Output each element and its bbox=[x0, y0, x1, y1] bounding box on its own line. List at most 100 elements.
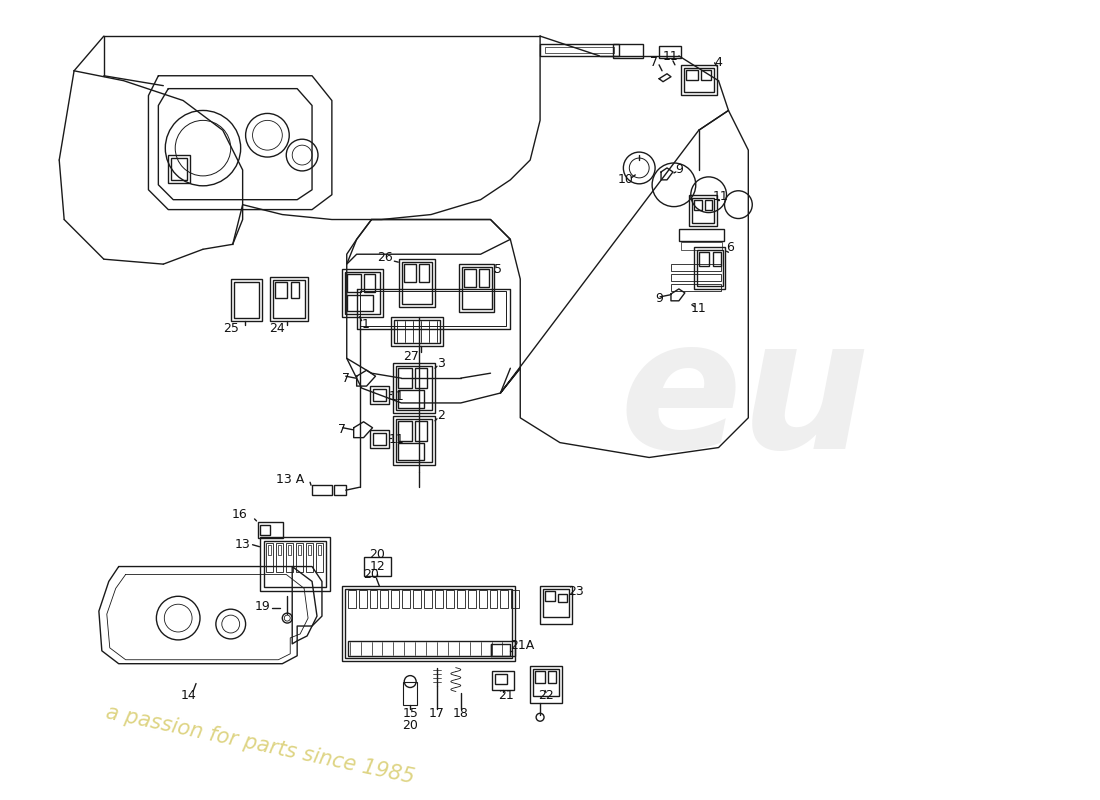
Bar bbox=[373, 389, 386, 401]
Bar bbox=[512, 590, 519, 608]
Bar bbox=[396, 419, 432, 462]
Bar bbox=[694, 247, 726, 289]
Bar bbox=[684, 68, 714, 92]
Bar bbox=[398, 390, 425, 408]
Bar bbox=[478, 590, 486, 608]
Text: 17: 17 bbox=[429, 706, 444, 720]
Bar bbox=[394, 416, 435, 466]
Bar bbox=[342, 269, 384, 317]
Text: 19: 19 bbox=[254, 600, 271, 613]
Bar bbox=[264, 541, 326, 587]
Text: 11: 11 bbox=[713, 190, 728, 203]
Bar bbox=[370, 386, 389, 404]
Bar bbox=[271, 277, 308, 321]
Bar bbox=[370, 590, 377, 608]
Bar bbox=[681, 65, 716, 94]
Text: 11: 11 bbox=[663, 50, 679, 63]
Bar bbox=[535, 670, 544, 682]
Bar bbox=[671, 264, 720, 271]
Text: 11: 11 bbox=[388, 390, 404, 402]
Text: 3: 3 bbox=[437, 357, 444, 370]
Bar bbox=[544, 591, 556, 602]
Bar bbox=[689, 194, 716, 226]
Text: 27: 27 bbox=[404, 350, 419, 363]
Bar bbox=[543, 590, 569, 617]
Bar bbox=[346, 295, 373, 310]
Bar bbox=[659, 46, 681, 58]
Bar bbox=[306, 542, 313, 573]
Text: 13 A: 13 A bbox=[276, 473, 304, 486]
Text: 6: 6 bbox=[726, 241, 735, 254]
Bar bbox=[275, 282, 287, 298]
Bar bbox=[681, 242, 722, 250]
Bar bbox=[381, 590, 388, 608]
Text: 22: 22 bbox=[538, 689, 554, 702]
Bar bbox=[464, 269, 475, 287]
Bar bbox=[373, 433, 386, 445]
Bar bbox=[396, 366, 432, 410]
Bar bbox=[312, 486, 332, 495]
Text: 5: 5 bbox=[494, 262, 503, 275]
Bar bbox=[266, 542, 274, 573]
Bar bbox=[292, 282, 299, 298]
Text: 11: 11 bbox=[691, 302, 706, 315]
Bar bbox=[490, 590, 497, 608]
Bar bbox=[298, 545, 301, 554]
Bar bbox=[334, 486, 345, 495]
Text: 13: 13 bbox=[234, 538, 251, 551]
Text: 21A: 21A bbox=[510, 639, 535, 652]
Bar bbox=[403, 590, 410, 608]
Bar bbox=[405, 264, 416, 282]
Bar bbox=[415, 368, 427, 388]
Bar bbox=[679, 230, 724, 242]
Bar bbox=[344, 272, 381, 314]
Bar bbox=[493, 670, 515, 690]
Bar bbox=[478, 269, 488, 287]
Bar bbox=[360, 291, 506, 326]
Bar bbox=[685, 70, 697, 80]
Bar bbox=[696, 250, 723, 286]
Bar bbox=[364, 274, 375, 292]
Bar bbox=[705, 200, 712, 210]
Bar bbox=[415, 421, 427, 441]
Bar bbox=[261, 525, 271, 535]
Text: 9: 9 bbox=[675, 163, 683, 177]
Bar bbox=[392, 590, 399, 608]
Text: 20: 20 bbox=[370, 548, 385, 561]
Bar bbox=[348, 641, 515, 656]
Text: eu: eu bbox=[619, 310, 870, 486]
Bar bbox=[288, 545, 292, 554]
Bar bbox=[403, 262, 432, 304]
Text: 14: 14 bbox=[180, 689, 196, 702]
Text: 7: 7 bbox=[338, 423, 345, 436]
Text: 20: 20 bbox=[364, 568, 380, 581]
Bar bbox=[540, 586, 572, 624]
Text: 20: 20 bbox=[403, 718, 418, 732]
Bar bbox=[548, 670, 556, 682]
Text: 16: 16 bbox=[232, 509, 248, 522]
Bar bbox=[404, 682, 417, 706]
Text: 12: 12 bbox=[370, 560, 385, 573]
Bar bbox=[694, 200, 702, 210]
Bar bbox=[398, 421, 412, 441]
Text: a passion for parts since 1985: a passion for parts since 1985 bbox=[103, 702, 416, 787]
Text: 7: 7 bbox=[650, 56, 658, 70]
Bar bbox=[495, 674, 507, 683]
Bar bbox=[462, 267, 492, 309]
Bar bbox=[231, 279, 263, 321]
Bar bbox=[296, 542, 304, 573]
Bar bbox=[172, 158, 187, 180]
Text: 25: 25 bbox=[223, 322, 239, 335]
Bar bbox=[698, 252, 708, 266]
Bar bbox=[425, 590, 432, 608]
Bar bbox=[257, 522, 284, 538]
Text: 10: 10 bbox=[617, 174, 634, 186]
Bar bbox=[276, 542, 284, 573]
Bar bbox=[671, 284, 720, 291]
Bar bbox=[359, 590, 366, 608]
Text: 24: 24 bbox=[270, 322, 285, 335]
Bar bbox=[398, 368, 412, 388]
Bar bbox=[456, 590, 464, 608]
Bar bbox=[534, 669, 559, 697]
Bar bbox=[459, 264, 495, 312]
